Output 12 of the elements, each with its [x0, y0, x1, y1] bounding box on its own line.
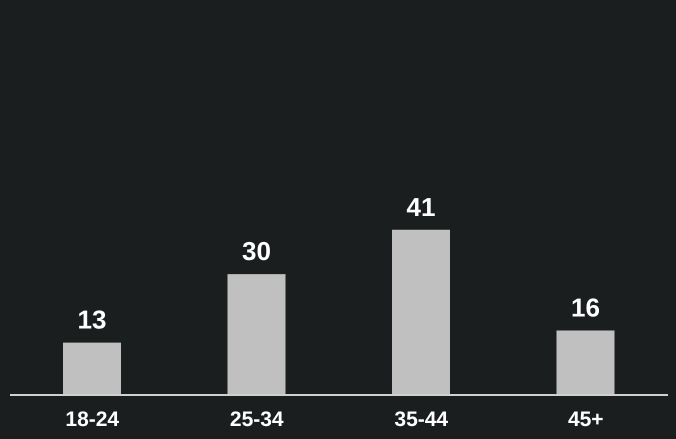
- x-tick-label: 45+: [568, 408, 604, 431]
- bar: [556, 330, 614, 395]
- bar: [228, 274, 286, 395]
- x-tick-label: 35-44: [394, 408, 448, 431]
- bar: [63, 342, 121, 395]
- x-tick-label: 25-34: [230, 408, 284, 431]
- bar: [392, 230, 450, 395]
- x-tick-label: 18-24: [65, 408, 120, 431]
- data-label: 30: [242, 236, 271, 266]
- data-label: 41: [406, 192, 436, 222]
- data-label: 16: [571, 292, 600, 323]
- data-label: 13: [78, 304, 106, 335]
